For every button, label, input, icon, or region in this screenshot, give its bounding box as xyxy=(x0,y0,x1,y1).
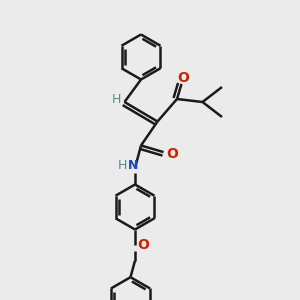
Text: O: O xyxy=(137,238,149,252)
Text: O: O xyxy=(167,147,178,160)
Text: O: O xyxy=(177,71,189,85)
Text: H: H xyxy=(118,158,127,172)
Text: N: N xyxy=(128,158,139,172)
Text: H: H xyxy=(111,93,121,106)
